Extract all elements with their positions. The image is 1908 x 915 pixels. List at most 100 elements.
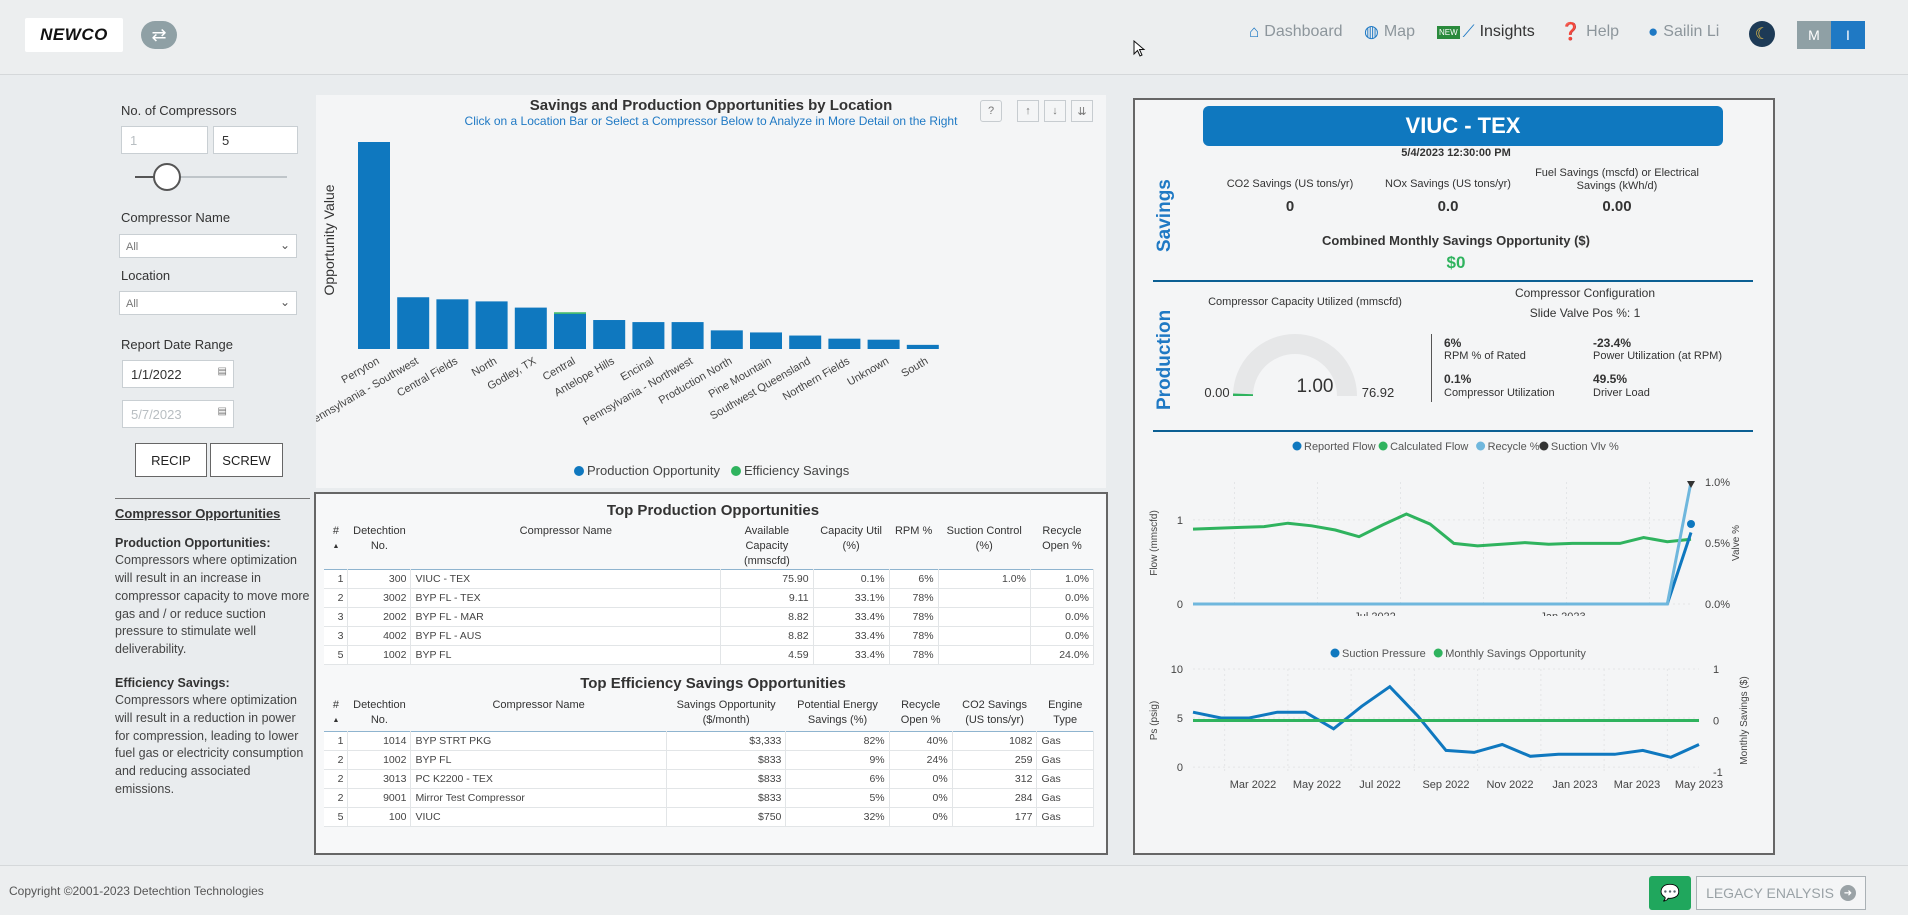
drill-up-icon[interactable]: ↑ bbox=[1017, 100, 1039, 122]
table-cell: 177 bbox=[952, 807, 1038, 827]
bar-production-10[interactable] bbox=[750, 332, 782, 349]
bar-production-6[interactable] bbox=[593, 320, 626, 349]
column-header-3[interactable]: Available Capacity (mmscfd) bbox=[743, 525, 790, 567]
column-header-7[interactable]: Recycle Open % bbox=[1042, 525, 1082, 552]
table-cell: 0% bbox=[889, 769, 953, 789]
legend-label-2[interactable]: Recycle % bbox=[1488, 441, 1540, 453]
table-row[interactable]: 5 1002 BYP FL 4.59 33.4% 78% 24.0% bbox=[324, 645, 1095, 665]
chat-icon[interactable]: 💬 bbox=[1649, 876, 1691, 910]
compressor-name-select[interactable]: All ⌄ bbox=[119, 234, 297, 258]
drill-down-icon[interactable]: ↓ bbox=[1044, 100, 1066, 122]
legend-label-0[interactable]: Reported Flow bbox=[1304, 441, 1376, 453]
mode-toggle[interactable]: M I bbox=[1797, 21, 1865, 49]
nav-user[interactable]: ● Sailin Li bbox=[1648, 20, 1719, 44]
table-row[interactable]: 2 9001 Mirror Test Compressor $833 5% 0% 284 Ga… bbox=[324, 788, 1094, 808]
table-row[interactable]: 2 3013 PC K2200 - TEX $833 6% 0% 312 Gas bbox=[324, 769, 1094, 789]
column-header-3[interactable]: Savings Opportunity ($/month) bbox=[676, 699, 776, 726]
legend-label-1[interactable]: Monthly Savings Opportunity bbox=[1445, 648, 1586, 660]
expand-all-icon[interactable]: ⇊ bbox=[1071, 100, 1093, 122]
series-line-0[interactable] bbox=[1192, 512, 1692, 548]
bar-production-12[interactable] bbox=[828, 338, 861, 349]
pressure-line-chart[interactable]: Suction Pressure Monthly Savings Opportun… bbox=[1135, 640, 1777, 840]
newco-logo[interactable]: NEWCO bbox=[25, 18, 123, 52]
column-header-4[interactable]: Potential Energy Savings (%) bbox=[797, 699, 878, 726]
efficiency-description-text: Compressors where optimization will resu… bbox=[115, 693, 304, 796]
table-cell: 312 bbox=[952, 769, 1038, 789]
legacy-analysis-button[interactable]: LEGACY ENALYSIS ➜ bbox=[1696, 876, 1866, 910]
bar-production-5[interactable] bbox=[554, 313, 586, 349]
date-start-input[interactable]: 1/1/2022 ▤ bbox=[122, 360, 234, 388]
driver-load-value: 49.5% bbox=[1593, 372, 1628, 386]
nav-insights[interactable]: NEW ⟋ Insights bbox=[1437, 20, 1535, 44]
column-header-1[interactable]: Detechtion No. bbox=[353, 525, 406, 552]
y2-tick-1: 0 bbox=[1713, 716, 1719, 728]
compressors-min-input[interactable]: 1 bbox=[121, 126, 208, 154]
table-row[interactable]: 1 300 VIUC - TEX 75.90 0.1% 6% 1.0% 1.0% bbox=[324, 569, 1095, 589]
screw-button[interactable]: SCREW bbox=[210, 443, 283, 477]
bar-production-8[interactable] bbox=[671, 322, 704, 349]
column-header-6[interactable]: Suction Control (%) bbox=[946, 525, 1022, 552]
table-row[interactable]: 1 1014 BYP STRT PKG $3,333 82% 40% 1082 Gas bbox=[324, 730, 1094, 751]
date-end-input[interactable]: 5/7/2023 ▤ bbox=[122, 400, 234, 428]
compressors-max-input[interactable]: 5 bbox=[213, 126, 298, 154]
column-header-1[interactable]: Detechtion No. bbox=[353, 699, 406, 726]
bar-production-1[interactable] bbox=[397, 297, 430, 349]
bar-production-13[interactable] bbox=[867, 339, 900, 349]
table-cell: 1082 bbox=[952, 730, 1038, 751]
column-header-0[interactable]: # ▲ bbox=[324, 698, 348, 731]
column-header-4[interactable]: Capacity Util (%) bbox=[820, 525, 882, 552]
nav-dashboard[interactable]: ⌂ Dashboard bbox=[1249, 20, 1343, 44]
column-header-5[interactable]: Recycle Open % bbox=[900, 699, 941, 726]
bar-production-7[interactable] bbox=[632, 322, 665, 349]
mode-m-button[interactable]: M bbox=[1797, 21, 1831, 49]
series-point[interactable] bbox=[1687, 520, 1695, 528]
table-row[interactable]: 2 3002 BYP FL - TEX 9.11 33.1% 78% 0.0% bbox=[324, 588, 1095, 608]
legend-production[interactable]: Production Opportunity bbox=[587, 463, 720, 478]
table-cell: 2002 bbox=[347, 607, 412, 627]
table-row[interactable]: 2 1002 BYP FL $833 9% 24% 259 Gas bbox=[324, 750, 1094, 770]
help-icon[interactable]: ? bbox=[980, 100, 1002, 122]
column-header-0[interactable]: # ▲ bbox=[324, 524, 348, 570]
moon-icon[interactable]: ☾ bbox=[1749, 21, 1775, 47]
table-row[interactable]: 3 4002 BYP FL - AUS 8.82 33.4% 78% 0.0% bbox=[324, 626, 1095, 646]
column-header-7[interactable]: Engine Type bbox=[1048, 699, 1083, 726]
sort-icon[interactable]: ▲ bbox=[332, 717, 340, 724]
table-row[interactable]: 5 100 VIUC $750 32% 0% 177 Gas bbox=[324, 807, 1094, 827]
bar-production-11[interactable] bbox=[789, 335, 822, 349]
bar-efficiency-5[interactable] bbox=[554, 312, 586, 314]
compressors-slider-track[interactable] bbox=[135, 176, 287, 178]
bar-production-9[interactable] bbox=[710, 330, 743, 349]
column-header-6[interactable]: CO2 Savings (US tons/yr) bbox=[962, 699, 1027, 726]
bar-production-3[interactable] bbox=[475, 301, 508, 349]
bar-production-14[interactable] bbox=[906, 344, 939, 349]
calendar-icon[interactable]: ▤ bbox=[217, 366, 227, 377]
bar-production-4[interactable] bbox=[514, 307, 547, 349]
nav-help[interactable]: ❓ Help bbox=[1560, 20, 1619, 44]
legend-efficiency[interactable]: Efficiency Savings bbox=[744, 463, 850, 478]
bar-production-2[interactable] bbox=[436, 299, 469, 349]
calendar-icon[interactable]: ▤ bbox=[217, 406, 227, 417]
table-row[interactable]: 3 2002 BYP FL - MAR 8.82 33.4% 78% 0.0% bbox=[324, 607, 1095, 627]
column-header-5[interactable]: RPM % bbox=[894, 525, 933, 537]
legend-label-1[interactable]: Calculated Flow bbox=[1390, 441, 1468, 453]
column-header-2[interactable]: Compressor Name bbox=[519, 525, 612, 537]
nav-map[interactable]: ◍ Map bbox=[1364, 20, 1415, 44]
detail-timestamp: 5/4/2023 12:30:00 PM bbox=[1401, 147, 1511, 159]
series-line-0[interactable] bbox=[1192, 684, 1700, 759]
legend-label-3[interactable]: Suction Vlv % bbox=[1551, 441, 1619, 453]
column-header-2[interactable]: Compressor Name bbox=[492, 699, 585, 711]
mode-i-button[interactable]: I bbox=[1831, 21, 1865, 49]
compressors-slider-handle[interactable] bbox=[153, 163, 181, 191]
recip-button[interactable]: RECIP bbox=[135, 443, 207, 477]
swap-icon[interactable]: ⇄ bbox=[141, 21, 177, 49]
location-select[interactable]: All ⌄ bbox=[119, 291, 297, 315]
table-cell: VIUC bbox=[410, 807, 667, 827]
legend-label-0[interactable]: Suction Pressure bbox=[1342, 648, 1426, 660]
nav-insights-label: Insights bbox=[1479, 23, 1535, 40]
sort-icon[interactable]: ▲ bbox=[332, 543, 340, 550]
bar-production-0[interactable] bbox=[358, 142, 390, 349]
logo-text: NEWCO bbox=[40, 25, 108, 44]
flow-line-chart[interactable]: Reported Flow Calculated Flow Recycle % Suc… bbox=[1135, 436, 1777, 616]
series-line-2[interactable] bbox=[1193, 481, 1693, 606]
